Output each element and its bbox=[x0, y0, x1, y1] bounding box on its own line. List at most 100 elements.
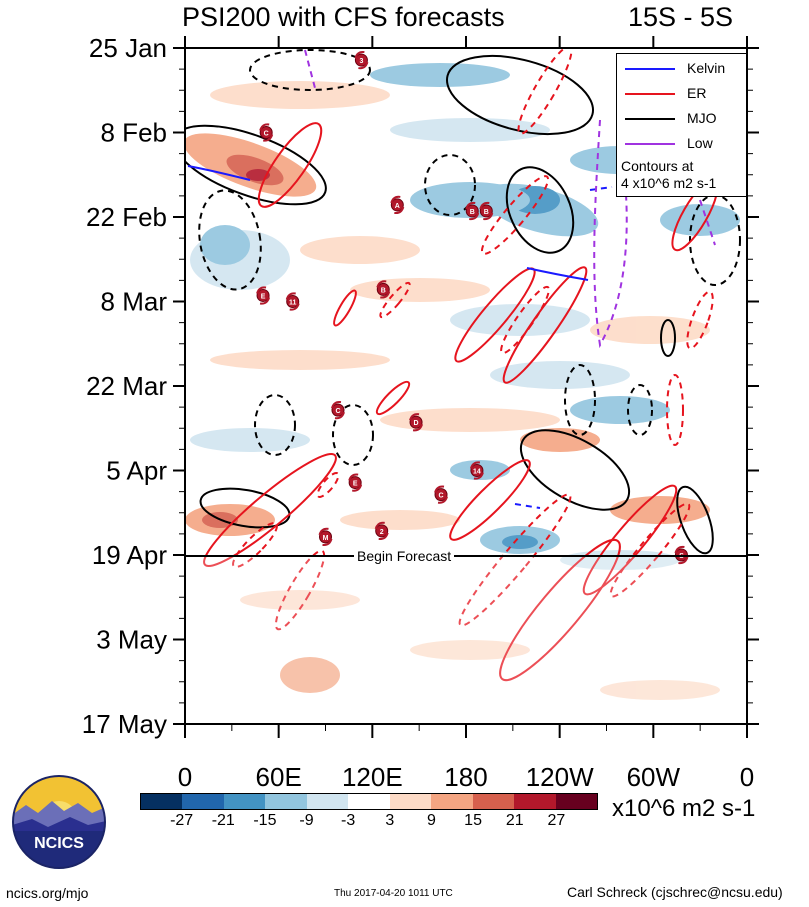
x-tick-label: 120E bbox=[342, 762, 403, 792]
storm-arms bbox=[376, 280, 391, 299]
x-tick-label: 0 bbox=[178, 762, 192, 792]
legend-label-kelvin: Kelvin bbox=[687, 60, 726, 76]
timestamp: Thu 2017-04-20 1011 UTC bbox=[334, 888, 453, 899]
low-line-swatch bbox=[625, 143, 675, 145]
legend-label-low: Low bbox=[687, 135, 713, 151]
storm-arms bbox=[465, 201, 480, 221]
storm-arms bbox=[318, 527, 333, 547]
storm-arms bbox=[331, 401, 345, 420]
legend-label-er: ER bbox=[687, 85, 707, 101]
storm-label: B bbox=[484, 209, 489, 216]
legend-note-line2: 4 x10^6 m2 s-1 bbox=[621, 175, 717, 191]
colorbar-units: x10^6 m2 s-1 bbox=[612, 795, 756, 822]
storm-marker: B bbox=[479, 201, 494, 221]
storm-marker: 3 bbox=[354, 50, 369, 70]
storm-marker: E bbox=[348, 473, 363, 492]
kelvin-line-swatch bbox=[625, 68, 675, 70]
storm-symbol bbox=[470, 464, 484, 477]
colorbar-tick-label: 15 bbox=[464, 812, 482, 829]
storm-arms bbox=[409, 413, 424, 432]
logo-text: NCICS bbox=[34, 835, 84, 852]
storm-marker: 14 bbox=[469, 461, 484, 480]
storm-symbol bbox=[319, 530, 332, 544]
storm-marker: E bbox=[256, 286, 271, 305]
legend-item-er: ER bbox=[617, 81, 748, 107]
y-tick-label: 17 May bbox=[82, 709, 167, 739]
colorbar-tick-label: 21 bbox=[505, 812, 524, 829]
storm-marker: C bbox=[259, 123, 274, 142]
storm-marker: C bbox=[331, 401, 345, 420]
colorbar-tick-label: 27 bbox=[547, 812, 566, 829]
colorbar-tick-label: -27 bbox=[170, 812, 194, 829]
storm-label: 3 bbox=[359, 58, 363, 65]
colorbar-swatch bbox=[141, 794, 183, 809]
storm-arms bbox=[674, 545, 689, 565]
y-tick-label: 19 Apr bbox=[92, 540, 168, 570]
storm-label: B bbox=[381, 287, 386, 294]
colorbar-swatch bbox=[348, 794, 390, 809]
colorbar bbox=[140, 793, 598, 810]
storm-marker: 2 bbox=[374, 521, 389, 540]
storm-symbol bbox=[375, 524, 389, 538]
legend-item-mjo: MJO bbox=[617, 106, 748, 132]
storm-arms bbox=[256, 286, 271, 305]
x-tick-label: 60E bbox=[256, 762, 302, 792]
storm-symbol bbox=[256, 288, 270, 302]
colorbar-swatch bbox=[472, 794, 515, 809]
storm-arms bbox=[259, 123, 274, 142]
x-tick-label: 120W bbox=[526, 762, 594, 792]
legend-note: Contours at 4 x10^6 m2 s-1 bbox=[621, 158, 747, 192]
storm-marker: A bbox=[390, 195, 405, 215]
x-tick-label: 180 bbox=[444, 762, 487, 792]
storm-marker: 11 bbox=[285, 292, 300, 311]
storm-label: B bbox=[470, 209, 475, 216]
storm-label: C bbox=[335, 408, 340, 415]
legend-label-mjo: MJO bbox=[687, 110, 717, 126]
storm-symbol bbox=[479, 204, 493, 218]
storm-symbol bbox=[409, 415, 423, 429]
colorbar-tick-label: -21 bbox=[211, 812, 235, 829]
storm-arms bbox=[348, 473, 363, 492]
colorbar-swatch bbox=[265, 794, 307, 809]
storm-symbol bbox=[354, 53, 368, 67]
y-tick-label: 8 Mar bbox=[101, 287, 168, 317]
legend-item-kelvin: Kelvin bbox=[617, 56, 748, 82]
storm-symbol bbox=[390, 198, 404, 212]
storm-symbol bbox=[376, 282, 390, 296]
ncics-logo: NCICS bbox=[12, 775, 106, 869]
storm-arms bbox=[469, 461, 484, 480]
mjo-line-swatch bbox=[625, 118, 675, 120]
storm-arms bbox=[434, 485, 448, 504]
y-tick-label: 25 Jan bbox=[89, 33, 167, 63]
storm-marker: B bbox=[465, 201, 480, 221]
storm-arms bbox=[479, 201, 494, 221]
x-tick-label: 60W bbox=[627, 762, 681, 792]
colorbar-swatch bbox=[182, 794, 224, 809]
storm-symbol bbox=[348, 476, 362, 490]
colorbar-swatch bbox=[431, 794, 473, 809]
storm-label: E bbox=[261, 293, 266, 300]
colorbar-tick-label: -3 bbox=[341, 812, 356, 829]
colorbar-swatch bbox=[514, 794, 556, 809]
storm-symbol bbox=[259, 126, 273, 139]
storm-label: M bbox=[323, 535, 329, 542]
y-tick-label: 8 Feb bbox=[101, 118, 168, 148]
colorbar-swatch bbox=[555, 794, 597, 809]
site-link[interactable]: ncics.org/mjo bbox=[6, 885, 89, 901]
storm-symbol bbox=[434, 488, 448, 502]
chart-title: PSI200 with CFS forecasts bbox=[182, 2, 505, 32]
region-label: 15S - 5S bbox=[628, 2, 734, 32]
storm-marker: B bbox=[376, 280, 391, 299]
y-tick-label: 22 Mar bbox=[86, 371, 167, 401]
storm-label: 14 bbox=[473, 469, 481, 476]
colorbar-swatch bbox=[306, 794, 349, 809]
storm-arms bbox=[354, 50, 369, 70]
storm-label: D bbox=[414, 420, 419, 427]
storm-marker: C bbox=[434, 485, 448, 504]
storm-marker: M bbox=[318, 527, 333, 547]
storm-label: 2 bbox=[380, 529, 384, 536]
storm-symbol bbox=[286, 295, 300, 308]
y-tick-label: 5 Apr bbox=[106, 456, 167, 486]
colorbar-tick-label: 9 bbox=[427, 812, 436, 829]
legend: Kelvin ER MJO Low Contours at 4 x10^6 m2… bbox=[616, 53, 747, 197]
